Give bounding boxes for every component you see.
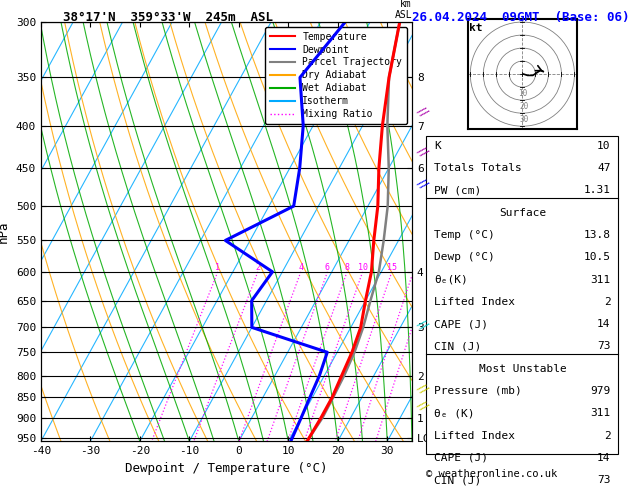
Text: 13.8: 13.8: [584, 230, 611, 240]
Text: Totals Totals: Totals Totals: [434, 163, 522, 173]
Text: //: //: [415, 144, 430, 159]
Text: Lifted Index: Lifted Index: [434, 297, 515, 307]
Y-axis label: Mixing Ratio (g/kg): Mixing Ratio (g/kg): [449, 168, 459, 295]
Text: CIN (J): CIN (J): [434, 341, 481, 351]
Text: Surface: Surface: [499, 208, 546, 218]
Text: Most Unstable: Most Unstable: [479, 364, 566, 374]
Text: 10: 10: [518, 89, 528, 98]
Text: 1: 1: [215, 263, 220, 272]
Text: Dewp (°C): Dewp (°C): [434, 252, 495, 262]
Text: 73: 73: [597, 475, 611, 485]
Text: 4: 4: [298, 263, 303, 272]
Text: 47: 47: [597, 163, 611, 173]
Text: 2: 2: [255, 263, 260, 272]
Text: PW (cm): PW (cm): [434, 186, 481, 195]
Text: km
ASL: km ASL: [394, 0, 412, 20]
Text: CAPE (J): CAPE (J): [434, 319, 488, 329]
Text: 8: 8: [345, 263, 350, 272]
Text: 10.5: 10.5: [584, 252, 611, 262]
Text: 1.31: 1.31: [584, 186, 611, 195]
Legend: Temperature, Dewpoint, Parcel Trajectory, Dry Adiabat, Wet Adiabat, Isotherm, Mi: Temperature, Dewpoint, Parcel Trajectory…: [265, 27, 407, 124]
Text: //: //: [415, 104, 430, 120]
Text: Lifted Index: Lifted Index: [434, 431, 515, 440]
Text: 10: 10: [358, 263, 367, 272]
Text: 38°17'N  359°33'W  245m  ASL: 38°17'N 359°33'W 245m ASL: [63, 11, 273, 24]
Text: θₑ(K): θₑ(K): [434, 275, 468, 285]
Text: 26.04.2024  09GMT  (Base: 06): 26.04.2024 09GMT (Base: 06): [412, 11, 629, 24]
Text: 30: 30: [520, 115, 529, 124]
Text: 2: 2: [604, 431, 611, 440]
Text: //: //: [415, 317, 430, 332]
Text: K: K: [434, 141, 441, 151]
Text: Pressure (mb): Pressure (mb): [434, 386, 522, 396]
Text: 15: 15: [387, 263, 397, 272]
Text: 14: 14: [597, 319, 611, 329]
Text: //: //: [415, 381, 430, 397]
Text: 14: 14: [597, 453, 611, 463]
Text: 6: 6: [325, 263, 330, 272]
Text: 73: 73: [597, 341, 611, 351]
Text: 311: 311: [591, 275, 611, 285]
Text: //: //: [415, 398, 430, 414]
Text: 2: 2: [604, 297, 611, 307]
X-axis label: Dewpoint / Temperature (°C): Dewpoint / Temperature (°C): [125, 462, 328, 475]
Text: CIN (J): CIN (J): [434, 475, 481, 485]
Text: 979: 979: [591, 386, 611, 396]
FancyBboxPatch shape: [426, 136, 618, 454]
Y-axis label: hPa: hPa: [0, 220, 10, 243]
Text: 10: 10: [597, 141, 611, 151]
Text: © weatheronline.co.uk: © weatheronline.co.uk: [426, 469, 558, 479]
Text: //: //: [415, 176, 430, 191]
Text: Temp (°C): Temp (°C): [434, 230, 495, 240]
Text: 20: 20: [519, 102, 528, 111]
Text: CAPE (J): CAPE (J): [434, 453, 488, 463]
Text: 311: 311: [591, 408, 611, 418]
Text: θₑ (K): θₑ (K): [434, 408, 475, 418]
Text: kt: kt: [469, 23, 482, 34]
